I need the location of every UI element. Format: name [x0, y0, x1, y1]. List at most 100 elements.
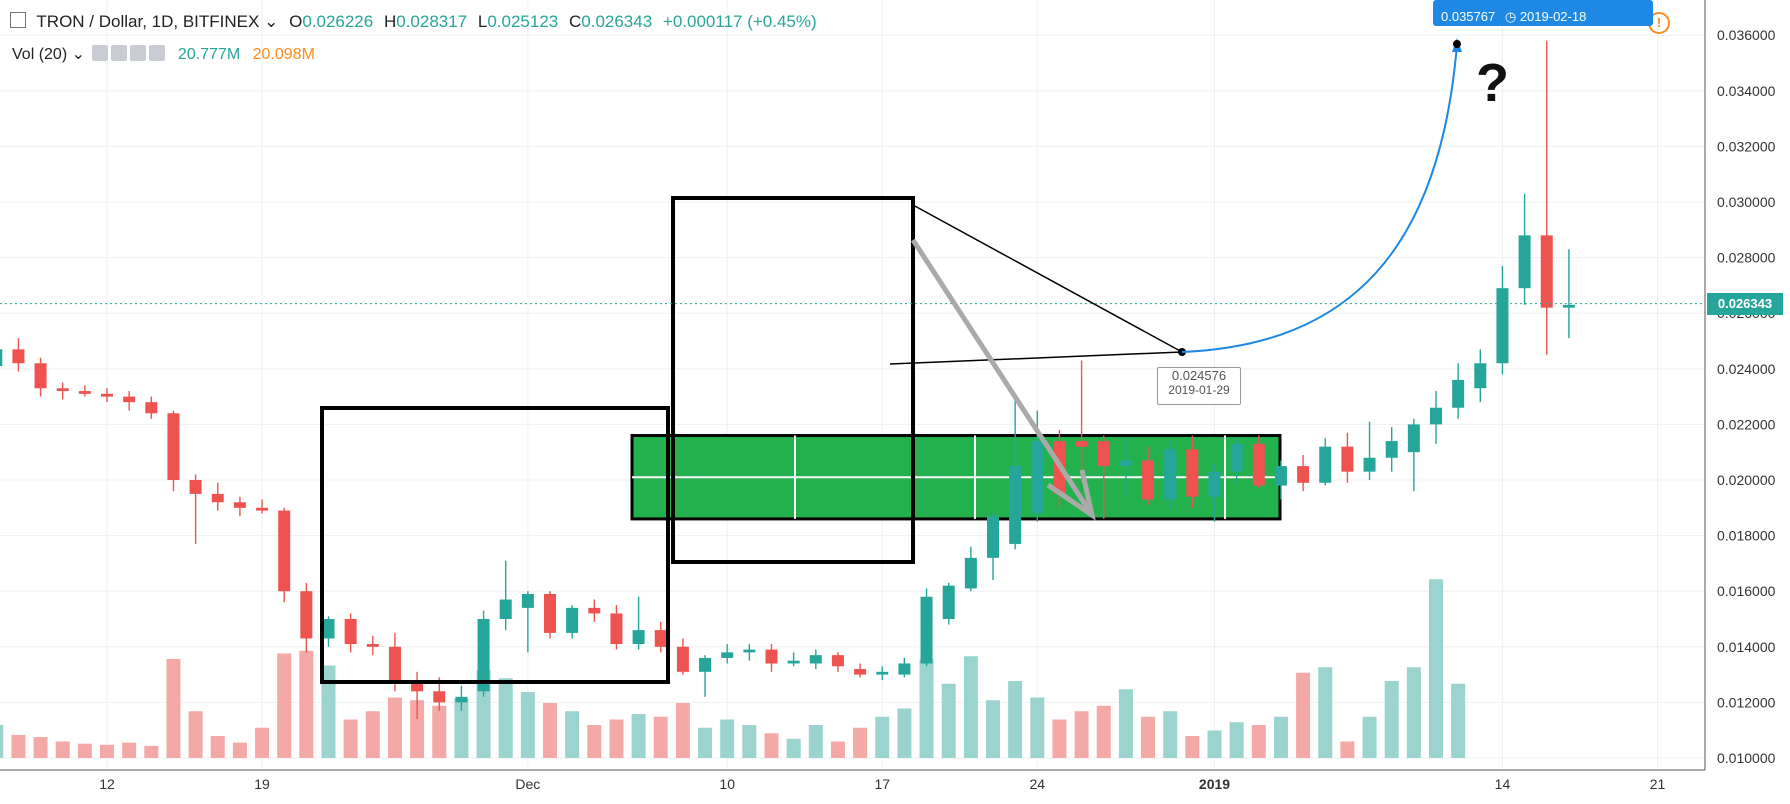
candle-body: [1297, 466, 1310, 483]
volume-bar: [698, 727, 713, 758]
collapse-icon[interactable]: [10, 12, 26, 28]
candle-body: [588, 607, 601, 614]
volume-bar: [875, 716, 890, 758]
volume-bar: [0, 725, 4, 758]
y-tick-label: 0.036000: [1717, 27, 1776, 43]
candle-body: [1341, 446, 1354, 472]
volume-bar: [565, 711, 580, 758]
candle-body: [78, 391, 91, 394]
x-tick-label: 12: [99, 776, 115, 792]
candle-body: [1208, 471, 1221, 497]
candle-body: [1097, 441, 1110, 467]
more-icon[interactable]: [130, 45, 147, 61]
x-tick-label: 10: [719, 776, 735, 792]
forecast-date: 2019-02-18: [1519, 9, 1587, 24]
volume-bar: [1030, 697, 1045, 758]
volume-bar: [255, 727, 270, 758]
volume-bar: [631, 714, 646, 758]
volume-bar: [986, 700, 1000, 758]
y-tick-label: 0.024000: [1717, 361, 1776, 377]
candle-body: [654, 630, 667, 647]
point-label-box[interactable]: 0.024576 2019-01-29: [1157, 367, 1241, 405]
consolidation-box-2: [671, 196, 915, 564]
close-icon[interactable]: [149, 45, 166, 61]
x-tick-label: 24: [1030, 776, 1046, 792]
chevron-down-icon[interactable]: ⌄: [264, 12, 279, 31]
candle-body: [300, 591, 313, 639]
low-value: 0.025123: [487, 12, 559, 31]
candle-body: [1075, 441, 1088, 447]
volume-bar: [1340, 741, 1355, 758]
volume-bar: [808, 725, 823, 758]
candle-body: [566, 607, 579, 633]
candle-body: [211, 493, 224, 503]
volume-bar: [299, 650, 314, 758]
candle-body: [366, 644, 379, 647]
volume-bar: [1141, 716, 1156, 758]
question-mark: ?: [1476, 53, 1509, 113]
volume-bar: [11, 734, 26, 758]
candle-body: [477, 619, 490, 692]
point-price: 0.024576: [1171, 368, 1227, 383]
volume-legend: Vol (20) ⌄ 20.777M 20.098M: [12, 44, 315, 64]
volume-bar: [166, 659, 181, 758]
candle-body: [1252, 443, 1265, 486]
volume-bar: [675, 703, 690, 758]
volume-bar: [432, 705, 447, 758]
volume-bar: [742, 725, 757, 758]
volume-bar: [1052, 719, 1067, 758]
candle-body: [123, 396, 136, 403]
y-tick-label: 0.018000: [1717, 528, 1776, 544]
volume-bar: [653, 716, 668, 758]
candle-body: [610, 613, 623, 645]
volume-bar: [498, 678, 513, 758]
projection-arrow-head: [1046, 469, 1096, 521]
volume-bar: [1185, 736, 1200, 758]
triangle-line-upper: [912, 204, 1183, 353]
close-label: C: [568, 12, 582, 31]
volume-bar: [963, 656, 978, 758]
volume-bar: [587, 725, 602, 758]
forecast-curve: [1181, 43, 1458, 353]
candle-body: [544, 593, 556, 633]
candle-body: [964, 557, 977, 589]
candle-body: [1009, 466, 1022, 544]
candle-body: [0, 349, 3, 367]
high-value: 0.028317: [396, 12, 468, 31]
volume-bar: [1008, 681, 1023, 758]
candle-body: [809, 655, 822, 664]
volume-bar: [1406, 667, 1421, 758]
eye-icon[interactable]: [92, 45, 109, 61]
chart-header: TRON / Dollar, 1D, BITFINEX ⌄ O0.026226 …: [10, 12, 817, 32]
forecast-label-box[interactable]: 0.035767 ◷ 2019-02-18: [1433, 0, 1653, 26]
settings-icon[interactable]: [111, 45, 128, 61]
volume-bar: [1273, 716, 1288, 758]
candle-body: [676, 646, 689, 672]
volume-bar: [232, 742, 247, 758]
volume-bar: [853, 727, 868, 758]
y-tick-label: 0.012000: [1717, 694, 1776, 710]
volume-bar: [1451, 683, 1466, 758]
candle-body: [699, 657, 712, 672]
candle-body: [1562, 304, 1575, 308]
candle-body: [831, 655, 844, 667]
volume-bar: [1429, 579, 1443, 758]
volume-bar: [1118, 689, 1133, 758]
current-price-badge: 0.026343: [1707, 293, 1783, 315]
volume-bar: [410, 700, 425, 758]
volume-value-1: 20.777M: [177, 46, 241, 63]
volume-bar: [321, 665, 336, 758]
candle-body: [1518, 235, 1531, 289]
candle-body: [256, 507, 269, 511]
volume-label[interactable]: Vol (20): [12, 46, 68, 63]
candle-body: [987, 516, 999, 558]
volume-bar: [1362, 716, 1377, 758]
volume-bar: [33, 737, 48, 758]
volume-bar: [210, 736, 225, 758]
chevron-down-icon[interactable]: ⌄: [71, 46, 85, 63]
candle-body: [388, 646, 401, 681]
candle-body: [765, 649, 778, 664]
symbol-label[interactable]: TRON / Dollar, 1D, BITFINEX: [36, 12, 260, 31]
candle-body: [1407, 424, 1420, 453]
